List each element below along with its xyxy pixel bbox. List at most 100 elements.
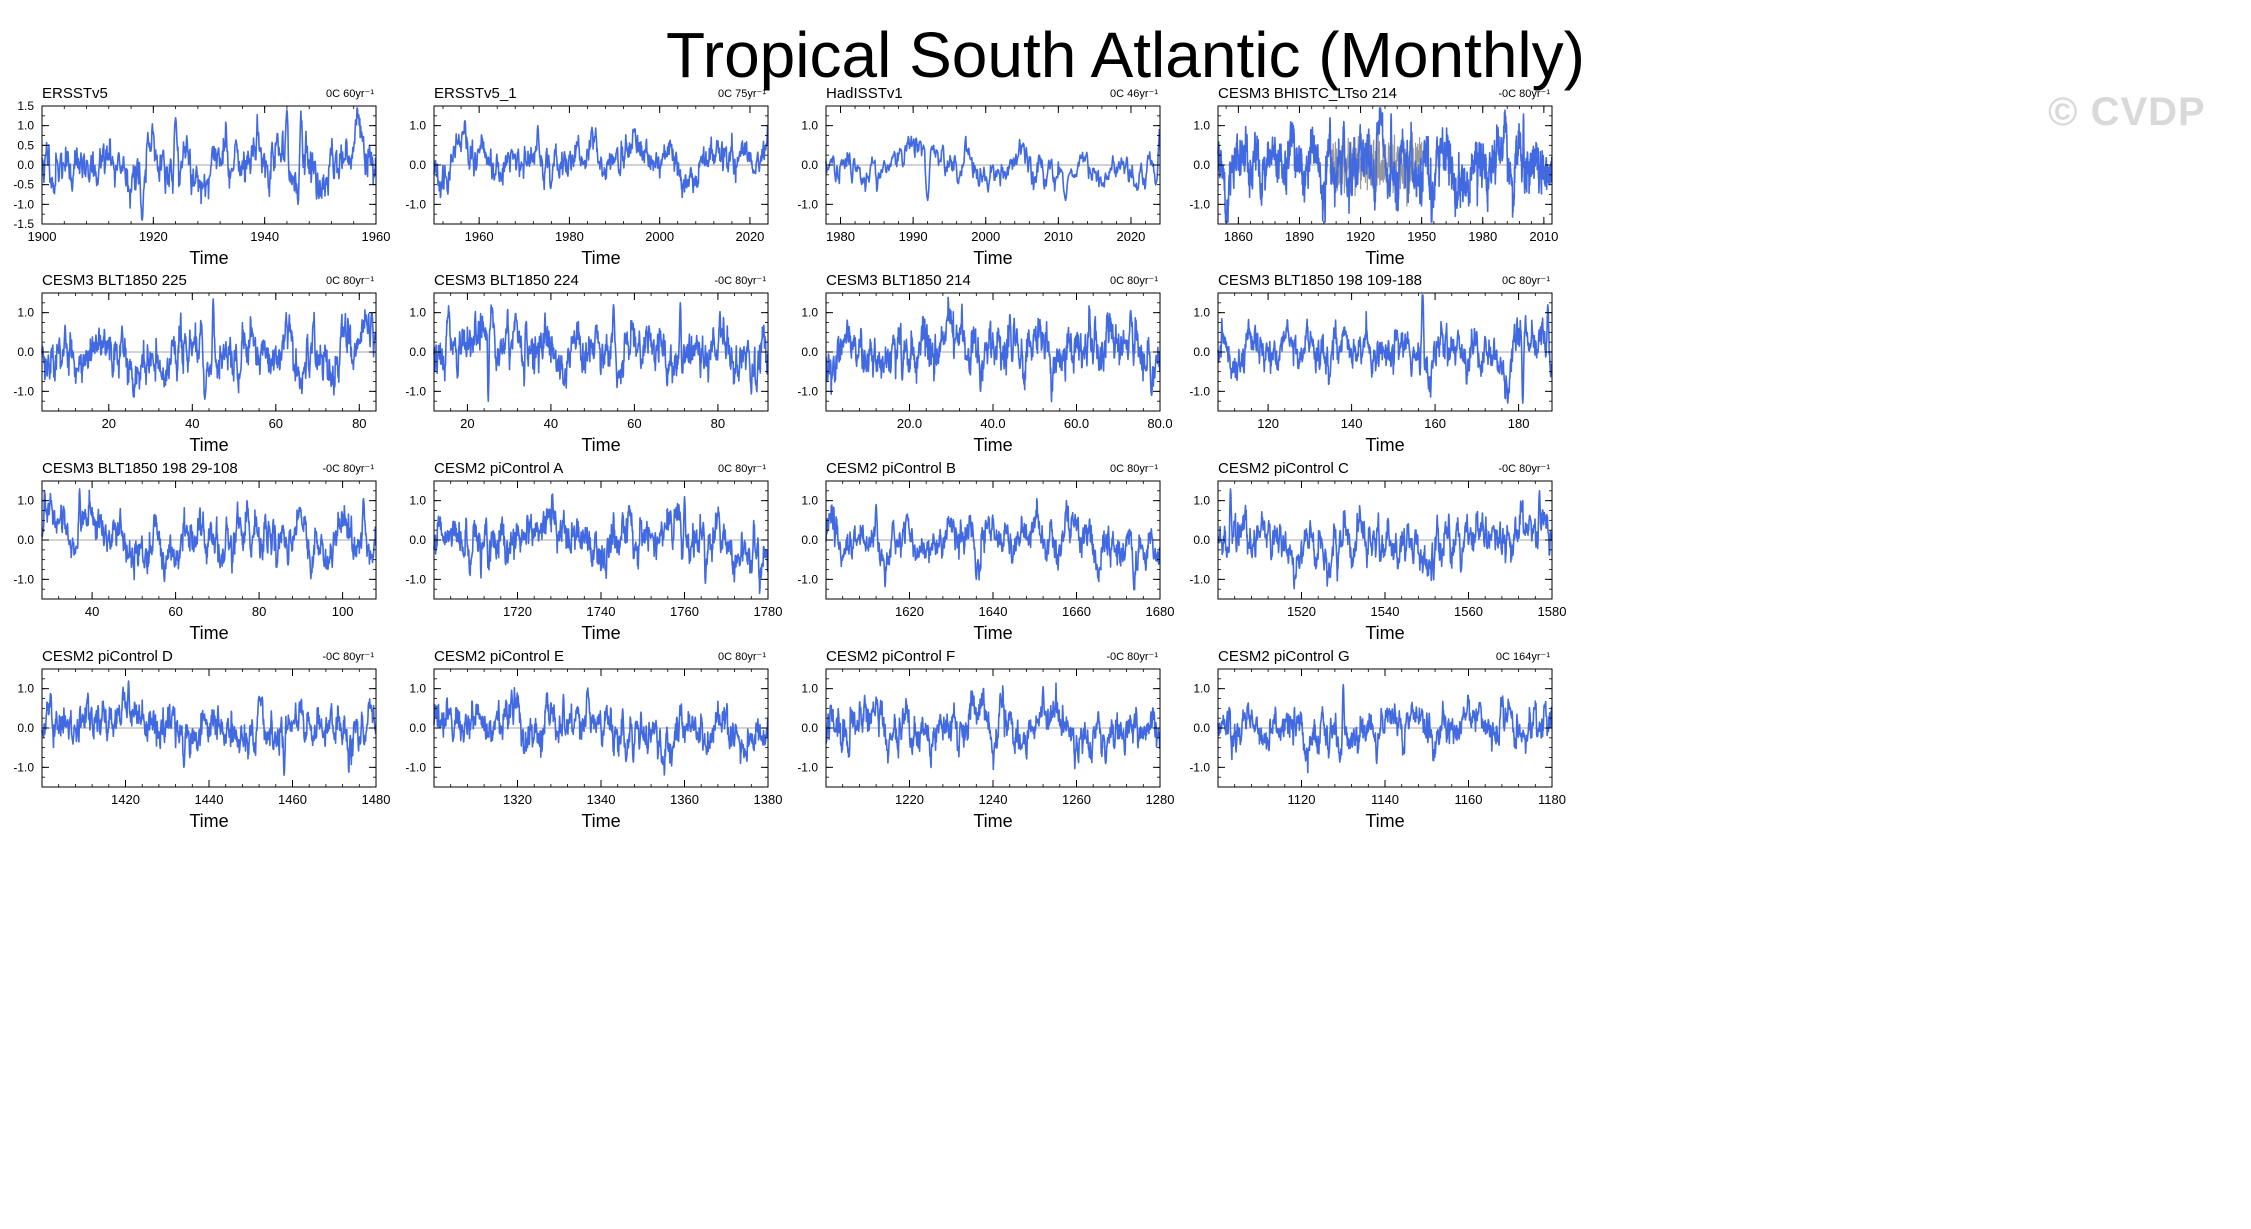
x-tick-label: 40 [544, 416, 558, 431]
y-tick-label: 0.0 [801, 158, 818, 172]
y-tick-label: 1.0 [17, 119, 34, 133]
panel-title: CESM3 BLT1850 214 [826, 272, 971, 289]
y-tick-label: 0.0 [17, 158, 34, 172]
x-tick-label: 80 [711, 416, 725, 431]
trend-label: 0C 60yr⁻¹ [326, 88, 374, 100]
y-tick-label: -1.0 [405, 572, 426, 586]
panel-3: HadISSTv1 0C 46yr⁻¹ 1980 1990 2000 2010 2020 -1… [797, 85, 1161, 268]
y-tick-label: 1.0 [409, 682, 426, 696]
y-tick-label: -1.0 [1189, 572, 1210, 586]
x-tick-label: 2010 [1529, 229, 1558, 244]
y-tick-label: 1.0 [1193, 494, 1210, 508]
x-tick-label: 60 [168, 604, 182, 619]
y-tick-label: 0.0 [409, 158, 426, 172]
x-tick-label: 80.0 [1147, 416, 1172, 431]
x-tick-label: 1220 [895, 792, 924, 807]
x-axis-label: Time [1365, 811, 1404, 831]
x-tick-label: 1780 [754, 604, 783, 619]
x-tick-label: 1620 [895, 604, 924, 619]
x-tick-label: 1260 [1062, 792, 1091, 807]
x-tick-label: 1740 [587, 604, 616, 619]
x-tick-label: 1380 [754, 792, 783, 807]
trend-label: 0C 80yr⁻¹ [718, 651, 766, 663]
series-line [41, 107, 377, 221]
x-tick-label: 80 [352, 416, 366, 431]
x-tick-label: 2000 [971, 229, 1000, 244]
x-tick-label: 1240 [979, 792, 1008, 807]
series-line [825, 682, 1161, 771]
x-tick-label: 1140 [1371, 792, 1399, 807]
y-tick-label: 1.0 [17, 682, 34, 696]
x-tick-label: 140 [1341, 416, 1363, 431]
trend-label: -0C 80yr⁻¹ [1498, 463, 1550, 475]
panel-13: CESM2 piControl D -0C 80yr⁻¹ 1420 1440 1460 1… [13, 648, 390, 831]
y-tick-label: -1.0 [797, 760, 818, 774]
series-line [825, 128, 1161, 202]
y-tick-label: 1.0 [17, 494, 34, 508]
panel-12: CESM2 piControl C -0C 80yr⁻¹ 1520 1540 1560 1… [1189, 460, 1566, 643]
cvdp-watermark: © CVDP [2048, 90, 2206, 134]
y-tick-label: 1.0 [1193, 119, 1210, 133]
x-axis-label: Time [189, 623, 228, 643]
series-line [41, 298, 377, 401]
x-tick-label: 1360 [670, 792, 699, 807]
y-tick-label: 0.0 [1193, 533, 1210, 547]
x-tick-label: 1720 [503, 604, 532, 619]
panel-title: CESM2 piControl G [1218, 648, 1350, 665]
x-axis-label: Time [973, 248, 1012, 268]
y-tick-label: 0.0 [409, 345, 426, 359]
x-tick-label: 100 [332, 604, 354, 619]
panel-title: CESM2 piControl E [434, 648, 564, 665]
x-axis-label: Time [973, 811, 1012, 831]
x-axis-label: Time [581, 623, 620, 643]
x-tick-label: 1640 [979, 604, 1008, 619]
y-tick-label: 1.0 [409, 494, 426, 508]
panel-title: CESM3 BLT1850 224 [434, 272, 579, 289]
y-tick-label: -1.0 [13, 572, 34, 586]
panel-14: CESM2 piControl E 0C 80yr⁻¹ 1320 1340 1360 13… [405, 648, 782, 831]
panel-16: CESM2 piControl G 0C 164yr⁻¹ 1120 1140 1160 1… [1189, 648, 1566, 831]
y-tick-label: -1.0 [797, 572, 818, 586]
y-tick-label: -1.0 [797, 384, 818, 398]
y-tick-label: -1.0 [13, 384, 34, 398]
panel-4: CESM3 BHISTC_LTso 214 -0C 80yr⁻¹ 1860 1890 1… [1189, 85, 1558, 268]
series-line [1217, 683, 1553, 774]
trend-label: 0C 75yr⁻¹ [718, 88, 766, 100]
x-axis-label: Time [581, 811, 620, 831]
y-tick-label: -1.0 [1189, 384, 1210, 398]
y-tick-label: 0.0 [1193, 721, 1210, 735]
x-tick-label: 20.0 [897, 416, 922, 431]
y-tick-label: 0.0 [1193, 158, 1210, 172]
series-line [41, 488, 377, 583]
y-tick-label: 1.0 [801, 306, 818, 320]
x-tick-label: 1420 [111, 792, 140, 807]
x-tick-label: 1860 [1224, 229, 1253, 244]
panel-6: CESM3 BLT1850 224 -0C 80yr⁻¹ 20 40 60 80 -1.0 0… [405, 272, 769, 455]
panel-15: CESM2 piControl F -0C 80yr⁻¹ 1220 1240 1260 1… [797, 648, 1174, 831]
panel-title: CESM2 piControl C [1218, 460, 1349, 477]
x-tick-label: 1940 [250, 229, 279, 244]
panel-title: ERSSTv5_1 [434, 85, 517, 102]
x-axis-label: Time [581, 435, 620, 455]
y-tick-label: -1.0 [1189, 760, 1210, 774]
series-line [433, 493, 769, 595]
panel-title: CESM3 BHISTC_LTso 214 [1218, 85, 1397, 102]
y-tick-label: 0.0 [17, 345, 34, 359]
series-line [1217, 107, 1553, 223]
x-tick-label: 1560 [1454, 604, 1483, 619]
x-tick-label: 1120 [1288, 792, 1316, 807]
x-tick-label: 40.0 [980, 416, 1005, 431]
x-axis-label: Time [189, 248, 228, 268]
x-tick-label: 40 [85, 604, 99, 619]
x-tick-label: 1460 [278, 792, 307, 807]
x-axis-label: Time [1365, 248, 1404, 268]
x-tick-label: 1980 [1468, 229, 1497, 244]
y-tick-label: -1.5 [13, 217, 34, 231]
y-tick-label: -1.0 [797, 197, 818, 211]
x-tick-label: 2020 [735, 229, 764, 244]
x-tick-label: 1950 [1407, 229, 1436, 244]
x-tick-label: 60 [269, 416, 283, 431]
y-tick-label: 1.0 [1193, 306, 1210, 320]
panel-11: CESM2 piControl B 0C 80yr⁻¹ 1620 1640 1660 16… [797, 460, 1174, 643]
x-tick-label: 60.0 [1064, 416, 1089, 431]
